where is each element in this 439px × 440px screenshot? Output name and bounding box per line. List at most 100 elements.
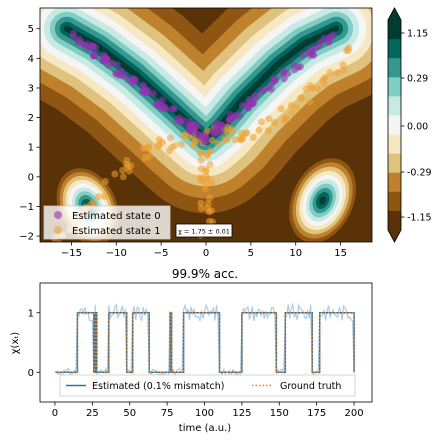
- scatter-point-state-1: [264, 127, 272, 135]
- y-tick-label: 5: [28, 24, 34, 35]
- colorbar-segment: [388, 58, 401, 78]
- scatter-point-state-0: [77, 38, 85, 46]
- x-tick-label: 25: [86, 408, 99, 419]
- scatter-point-state-0: [84, 40, 92, 48]
- scatter-point-state-1: [206, 161, 214, 168]
- scatter-point-state-1: [202, 165, 210, 173]
- scatter-point-state-1: [345, 44, 353, 52]
- scatter-point-state-0: [150, 90, 158, 97]
- y-tick-label: 3: [28, 83, 34, 94]
- x-tick-label: −15: [61, 248, 82, 259]
- scatter-point-state-1: [204, 200, 212, 208]
- x-tick-label: 100: [195, 408, 214, 419]
- colorbar-segment: [388, 134, 401, 155]
- scatter-point-state-1: [288, 109, 296, 117]
- y-tick-label: 4: [28, 54, 34, 65]
- x-tick-label: 5: [248, 248, 254, 259]
- bottom-legend: Estimated (0.1% mismatch) Ground truth: [59, 374, 356, 397]
- top-y-axis: −2 −1 0 1 2 3 4 5: [19, 24, 40, 243]
- scatter-point-state-1: [287, 101, 295, 109]
- scatter-point-state-0: [299, 52, 306, 59]
- scatter-point-state-1: [94, 193, 102, 201]
- scatter-point-state-1: [302, 85, 310, 93]
- scatter-point-state-0: [209, 128, 217, 136]
- scatter-point-state-0: [112, 70, 120, 77]
- scatter-point-state-1: [319, 76, 327, 84]
- y-tick-label: −2: [19, 232, 34, 243]
- raw-signal: [54, 302, 355, 378]
- scatter-point-state-1: [191, 137, 199, 145]
- y-tick-label: 1: [28, 143, 34, 154]
- scatter-point-state-1: [339, 61, 347, 69]
- scatter-point-state-0: [139, 81, 147, 89]
- x-axis-label: time (a.u.): [179, 423, 231, 434]
- ground-truth-series-line: [55, 312, 355, 374]
- scatter-point-state-1: [197, 149, 205, 157]
- scatter-point-state-1: [339, 66, 347, 74]
- raw-signal-line: [54, 302, 355, 378]
- x-tick-label: 0: [203, 248, 209, 259]
- y-tick-label: 0: [28, 368, 34, 379]
- scatter-point-state-1: [119, 173, 127, 181]
- scatter-point-state-0: [306, 46, 314, 53]
- scatter-point-state-1: [145, 142, 152, 150]
- scatter-point-state-0: [186, 126, 194, 134]
- annotation-box: [175, 223, 233, 238]
- scatter-point-state-0: [189, 120, 196, 128]
- scatter-point-state-0: [169, 104, 177, 112]
- y-tick-label: 1: [28, 308, 34, 319]
- scatter-point-state-1: [146, 152, 154, 160]
- x-tick-label: 150: [270, 408, 289, 419]
- scatter-point-state-0: [70, 29, 78, 37]
- colorbar-segment: [388, 115, 401, 136]
- scatter-point-state-1: [56, 239, 63, 242]
- y-tick-label: 2: [28, 113, 34, 124]
- y-tick-label: −1: [19, 202, 34, 213]
- scatter-point-state-0: [121, 71, 129, 79]
- scatter-point-state-0: [157, 101, 165, 109]
- scatter-point-state-0: [129, 77, 137, 85]
- top-x-axis: −15 −10 −5 0 5 10 15: [61, 242, 347, 259]
- x-tick-label: 10: [289, 248, 302, 259]
- scatter-point-state-0: [142, 87, 150, 95]
- contour-band: [319, 196, 326, 205]
- legend-label-state-0: Estimated state 0: [72, 211, 161, 222]
- scatter-point-state-1: [207, 179, 215, 186]
- x-tick-label: −10: [106, 248, 127, 259]
- scatter-point-state-0: [226, 110, 234, 118]
- scatter-point-state-1: [306, 98, 314, 106]
- scatter-point-state-1: [197, 199, 205, 207]
- scatter-point-state-0: [270, 75, 278, 83]
- time-series-panel: 0 25 50 75 100 125 150 175 200 01 time (a.u.) χ(…: [10, 282, 373, 434]
- scatter-point-state-1: [308, 84, 316, 92]
- scatter-point-state-0: [172, 116, 180, 124]
- bottom-x-axis: 0 25 50 75 100 125 150 175 200: [52, 402, 364, 419]
- top-legend: Estimated state 0 Estimated state 1: [43, 205, 171, 240]
- legend-label-truth: Ground truth: [280, 381, 341, 392]
- scatter-point-state-1: [205, 208, 213, 216]
- scatter-point-state-1: [180, 131, 188, 139]
- scatter-point-state-0: [117, 67, 125, 75]
- x-tick-label: 200: [345, 408, 364, 419]
- scatter-point-state-0: [280, 75, 288, 83]
- scatter-point-state-1: [155, 141, 163, 149]
- colorbar-tick-label: 0.29: [407, 74, 428, 85]
- accuracy-title: 99.9% acc.: [172, 267, 238, 281]
- x-tick-label: 75: [161, 408, 174, 419]
- x-tick-label: 125: [232, 408, 251, 419]
- scatter-point-state-1: [221, 135, 229, 143]
- scatter-point-state-0: [198, 134, 206, 142]
- estimated-series-line: [55, 312, 355, 374]
- colorbar-tick-label: 1.15: [407, 29, 428, 40]
- scatter-point-state-1: [89, 198, 97, 206]
- scatter-state-0: [69, 29, 337, 146]
- scatter-point-state-1: [127, 162, 135, 170]
- bottom-y-axis: 01: [28, 308, 40, 379]
- colorbar-top-arrow: [388, 8, 401, 20]
- colorbar-segment: [388, 20, 401, 40]
- scatter-point-state-1: [265, 115, 273, 123]
- scatter-point-state-1: [177, 141, 185, 148]
- scatter-point-state-1: [243, 129, 251, 137]
- scatter-point-state-0: [250, 99, 258, 107]
- scatter-point-state-1: [166, 134, 174, 142]
